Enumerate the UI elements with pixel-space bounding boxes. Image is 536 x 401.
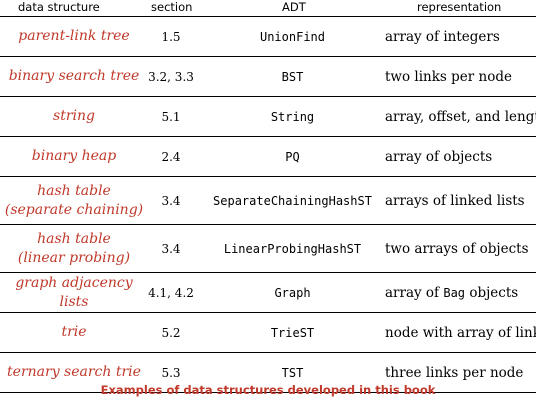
adt-name: UnionFind bbox=[259, 29, 326, 44]
table-header: data structure section ADT representatio… bbox=[0, 0, 536, 17]
header-data-structure: data structure bbox=[18, 0, 100, 14]
section-number: 3.2, 3.3 bbox=[148, 69, 194, 84]
table-row: hash table (separate chaining) 3.4 Separa… bbox=[0, 177, 536, 225]
adt-name: TrieST bbox=[270, 325, 315, 340]
adt-name: LinearProbingHashST bbox=[223, 241, 362, 256]
table-row: trie 5.2 TrieST node with array of links bbox=[0, 313, 536, 353]
representation: array of objects bbox=[385, 148, 493, 165]
adt-name: String bbox=[270, 109, 315, 124]
section-number: 3.4 bbox=[161, 193, 181, 208]
representation: two links per node bbox=[385, 68, 512, 85]
adt-name: TST bbox=[281, 365, 304, 380]
header-representation: representation bbox=[417, 0, 502, 14]
header-adt: ADT bbox=[282, 0, 306, 14]
representation: node with array of links bbox=[385, 324, 536, 341]
data-structure-name: binary heap bbox=[31, 148, 117, 164]
table-row: ternary search trie 5.3 TST three links … bbox=[0, 353, 536, 393]
table-row: graph adjacency lists 4.1, 4.2 Graph arr… bbox=[0, 273, 536, 313]
section-number: 3.4 bbox=[161, 241, 181, 256]
data-structure-name: trie bbox=[61, 324, 87, 340]
data-structure-name: hash table (separate chaining) bbox=[4, 182, 144, 218]
header-section: section bbox=[151, 0, 193, 14]
section-number: 1.5 bbox=[161, 29, 181, 44]
section-number: 5.1 bbox=[161, 109, 181, 124]
representation: array of integers bbox=[385, 28, 500, 45]
section-number: 4.1, 4.2 bbox=[148, 285, 194, 300]
adt-name: Graph bbox=[274, 285, 311, 300]
data-structure-name: string bbox=[53, 108, 95, 124]
table-row: hash table (linear probing) 3.4 LinearPro… bbox=[0, 225, 536, 273]
adt-name: SeparateChainingHashST bbox=[213, 193, 372, 208]
representation: array of Bag objects bbox=[385, 284, 519, 301]
representation: arrays of linked lists bbox=[385, 192, 525, 209]
data-structure-name: ternary search trie bbox=[7, 364, 141, 380]
section-number: 5.2 bbox=[161, 325, 181, 340]
section-number: 2.4 bbox=[161, 149, 181, 164]
data-structure-name: hash table (linear probing) bbox=[17, 230, 131, 266]
adt-name: BST bbox=[281, 69, 304, 84]
table-row: parent-link tree 1.5 UnionFind array of … bbox=[0, 17, 536, 57]
data-structure-name: binary search tree bbox=[8, 68, 140, 84]
table-row: binary search tree 3.2, 3.3 BST two link… bbox=[0, 57, 536, 97]
table-row: string 5.1 String array, offset, and len… bbox=[0, 97, 536, 137]
representation: three links per node bbox=[385, 364, 524, 381]
table-row: binary heap 2.4 PQ array of objects bbox=[0, 137, 536, 177]
table-caption: Examples of data structures developed in… bbox=[100, 383, 436, 397]
data-structure-name: parent-link tree bbox=[18, 28, 130, 44]
data-structure-name: graph adjacency lists bbox=[15, 274, 133, 310]
section-number: 5.3 bbox=[161, 365, 181, 380]
adt-name: PQ bbox=[285, 149, 300, 164]
representation: array, offset, and length bbox=[385, 108, 536, 125]
representation: two arrays of objects bbox=[385, 240, 529, 257]
